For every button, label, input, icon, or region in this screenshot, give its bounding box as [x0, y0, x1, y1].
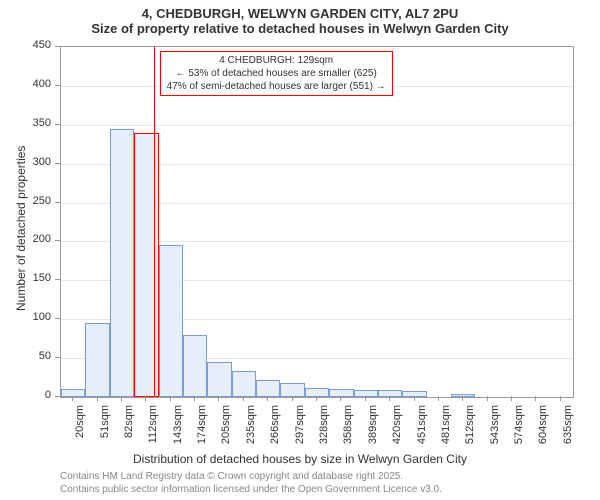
- x-tick-label: 51sqm: [99, 405, 111, 455]
- y-tick-label: 150: [25, 272, 51, 284]
- x-tick: [414, 396, 415, 401]
- callout-line: 47% of semi-detached houses are larger (…: [167, 80, 386, 93]
- x-tick: [511, 396, 512, 401]
- bar: [61, 389, 85, 397]
- bar: [110, 129, 134, 397]
- x-tick-label: 266sqm: [269, 405, 281, 455]
- bar: [183, 335, 207, 397]
- x-tick-label: 543sqm: [489, 405, 501, 455]
- y-axis-label: Number of detached properties: [14, 146, 28, 311]
- x-tick-label: 82sqm: [123, 405, 135, 455]
- callout-line: 4 CHEDBURGH: 129sqm: [167, 54, 386, 67]
- y-tick-label: 100: [25, 311, 51, 323]
- x-tick-label: 574sqm: [513, 405, 525, 455]
- callout-line: ← 53% of detached houses are smaller (62…: [167, 67, 386, 80]
- x-tick-label: 512sqm: [464, 405, 476, 455]
- footer-line-1: Contains HM Land Registry data © Crown c…: [60, 471, 403, 482]
- y-tick: [55, 357, 60, 358]
- title-line-2: Size of property relative to detached ho…: [0, 21, 600, 40]
- x-tick: [170, 396, 171, 401]
- x-tick-label: 635sqm: [562, 405, 574, 455]
- x-tick-label: 143sqm: [172, 405, 184, 455]
- bar-highlighted: [134, 133, 158, 397]
- y-tick-label: 250: [25, 195, 51, 207]
- x-tick: [194, 396, 195, 401]
- y-gridline: [61, 125, 573, 126]
- x-tick: [560, 396, 561, 401]
- footer-text: Contains HM Land Registry data © Crown c…: [60, 470, 442, 496]
- y-tick: [55, 46, 60, 47]
- x-tick: [72, 396, 73, 401]
- x-tick: [121, 396, 122, 401]
- marker-line: [154, 47, 155, 397]
- x-tick: [340, 396, 341, 401]
- x-tick-label: 174sqm: [196, 405, 208, 455]
- y-tick-label: 450: [25, 39, 51, 51]
- bar: [280, 383, 304, 397]
- x-tick-label: 112sqm: [147, 405, 159, 455]
- y-tick: [55, 318, 60, 319]
- x-tick: [292, 396, 293, 401]
- y-tick-label: 50: [25, 350, 51, 362]
- x-tick: [267, 396, 268, 401]
- bar: [402, 391, 426, 397]
- x-tick-label: 451sqm: [416, 405, 428, 455]
- x-tick: [389, 396, 390, 401]
- x-tick: [316, 396, 317, 401]
- x-tick: [462, 396, 463, 401]
- y-tick-label: 200: [25, 233, 51, 245]
- bar: [451, 394, 475, 397]
- y-tick: [55, 124, 60, 125]
- x-tick-label: 420sqm: [391, 405, 403, 455]
- chart-container: 4, CHEDBURGH, WELWYN GARDEN CITY, AL7 2P…: [0, 0, 600, 500]
- footer-line-2: Contains public sector information licen…: [60, 484, 442, 495]
- bar: [207, 362, 231, 397]
- x-tick: [365, 396, 366, 401]
- y-tick: [55, 85, 60, 86]
- x-tick: [487, 396, 488, 401]
- bar: [232, 371, 256, 397]
- x-tick-label: 604sqm: [537, 405, 549, 455]
- x-tick-label: 20sqm: [74, 405, 86, 455]
- y-tick-label: 0: [25, 389, 51, 401]
- y-tick-label: 400: [25, 78, 51, 90]
- x-tick: [243, 396, 244, 401]
- y-tick-label: 350: [25, 117, 51, 129]
- x-tick: [438, 396, 439, 401]
- y-tick: [55, 240, 60, 241]
- y-tick-label: 300: [25, 156, 51, 168]
- bar: [354, 390, 378, 397]
- x-tick-label: 235sqm: [245, 405, 257, 455]
- title-line-1: 4, CHEDBURGH, WELWYN GARDEN CITY, AL7 2P…: [0, 0, 600, 21]
- bar: [159, 245, 183, 397]
- y-tick: [55, 396, 60, 397]
- x-tick-label: 389sqm: [367, 405, 379, 455]
- x-tick-label: 205sqm: [220, 405, 232, 455]
- x-tick: [218, 396, 219, 401]
- bar: [256, 380, 280, 397]
- bar: [329, 389, 353, 397]
- x-tick-label: 358sqm: [342, 405, 354, 455]
- y-tick: [55, 279, 60, 280]
- plot-area: 4 CHEDBURGH: 129sqm← 53% of detached hou…: [60, 46, 574, 398]
- x-tick: [97, 396, 98, 401]
- x-tick-label: 328sqm: [318, 405, 330, 455]
- y-tick: [55, 163, 60, 164]
- x-tick-label: 481sqm: [440, 405, 452, 455]
- x-tick-label: 297sqm: [294, 405, 306, 455]
- bar: [85, 323, 109, 397]
- x-tick: [145, 396, 146, 401]
- callout-box: 4 CHEDBURGH: 129sqm← 53% of detached hou…: [160, 51, 393, 96]
- x-tick: [535, 396, 536, 401]
- y-tick: [55, 202, 60, 203]
